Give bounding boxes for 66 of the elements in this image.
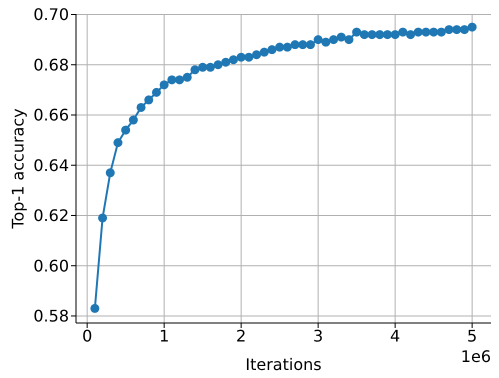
point bbox=[452, 25, 462, 34]
point bbox=[152, 88, 161, 97]
y-tick-label: 0.68 bbox=[33, 55, 69, 74]
point bbox=[267, 45, 276, 54]
point bbox=[136, 102, 146, 112]
point bbox=[113, 138, 122, 148]
point bbox=[206, 62, 215, 72]
point bbox=[468, 22, 477, 32]
point bbox=[282, 42, 292, 52]
point bbox=[314, 35, 323, 44]
text: 1e6 bbox=[460, 347, 491, 366]
point bbox=[252, 50, 262, 60]
point bbox=[214, 60, 223, 70]
point bbox=[429, 28, 438, 37]
point bbox=[275, 42, 284, 52]
point bbox=[382, 30, 392, 40]
point bbox=[290, 40, 300, 50]
point bbox=[244, 52, 254, 62]
point bbox=[160, 80, 169, 90]
point bbox=[375, 30, 384, 40]
point bbox=[260, 48, 269, 57]
point bbox=[352, 28, 362, 37]
point bbox=[167, 75, 176, 84]
point bbox=[236, 52, 246, 62]
y-tick-label: 0.62 bbox=[33, 206, 69, 226]
point bbox=[344, 35, 354, 44]
point bbox=[421, 28, 430, 37]
y-tick-label: 0.64 bbox=[33, 156, 69, 175]
point bbox=[406, 30, 416, 40]
point bbox=[460, 25, 469, 34]
x-tick-label: 0 bbox=[82, 326, 92, 346]
point bbox=[182, 72, 192, 82]
point bbox=[336, 32, 346, 42]
point bbox=[329, 35, 338, 44]
point bbox=[390, 30, 400, 40]
point bbox=[444, 25, 454, 34]
point bbox=[306, 40, 315, 50]
point bbox=[190, 65, 200, 74]
x-tick-label: 1 bbox=[159, 326, 170, 346]
point bbox=[98, 213, 108, 222]
point bbox=[144, 95, 154, 104]
point bbox=[106, 168, 115, 178]
x-tick-label: 5 bbox=[467, 326, 478, 346]
point bbox=[228, 55, 238, 64]
point bbox=[360, 30, 369, 40]
point bbox=[321, 38, 330, 47]
point bbox=[398, 28, 408, 37]
x-tick-label: 3 bbox=[313, 326, 324, 346]
x-tick-label: 4 bbox=[390, 326, 400, 346]
point bbox=[368, 30, 377, 40]
y-tick-label: 0.60 bbox=[33, 256, 69, 276]
point bbox=[121, 126, 130, 135]
point bbox=[198, 62, 208, 72]
y-tick-label: 0.70 bbox=[33, 5, 69, 24]
point bbox=[436, 28, 446, 37]
y-axis-title: Top-1 accuracy bbox=[8, 108, 28, 230]
point bbox=[175, 75, 184, 84]
y-tick-label: 0.58 bbox=[33, 306, 69, 326]
point bbox=[128, 116, 138, 125]
point bbox=[414, 28, 423, 37]
x-tick-label: 2 bbox=[236, 326, 246, 346]
point bbox=[298, 40, 308, 50]
x-axis-title: Iterations bbox=[245, 355, 322, 374]
point bbox=[90, 304, 100, 313]
point bbox=[221, 58, 230, 67]
y-tick-label: 0.66 bbox=[33, 106, 69, 125]
